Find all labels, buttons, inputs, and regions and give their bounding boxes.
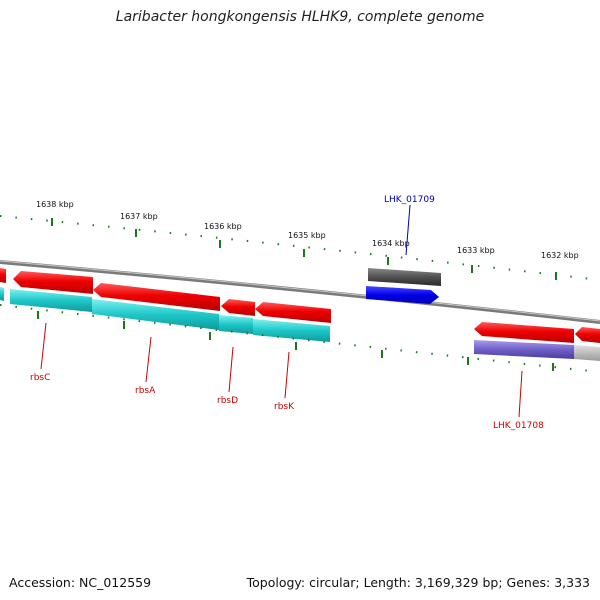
accession-text: Accession: NC_012559 [9, 575, 152, 590]
feature-purple[interactable] [474, 340, 574, 359]
major-ticks-inner [37, 311, 554, 371]
genome-backbone [0, 260, 600, 324]
gene-label-rbsA[interactable]: rbsA [135, 386, 156, 396]
gene-cds-LHK_01708[interactable] [474, 322, 574, 343]
gene-cds-left-edge[interactable] [0, 268, 6, 283]
gene-label-LHK_01709[interactable]: LHK_01709 [384, 195, 435, 205]
kbp-label: 1636 kbp [204, 222, 242, 231]
protein-feature-rbsA[interactable] [92, 299, 219, 330]
kbp-label: 1633 kbp [457, 246, 495, 255]
gene-cds-rbsK[interactable] [255, 302, 331, 323]
gene-cds-blue[interactable] [366, 286, 439, 304]
gene-cds-rbsA[interactable] [93, 283, 220, 311]
gene-cds-rbsC[interactable] [13, 271, 93, 294]
gene-label-rbsC[interactable]: rbsC [30, 373, 50, 383]
protein-feature-rbsD[interactable] [219, 315, 253, 334]
gene-label-rbsK[interactable]: rbsK [274, 402, 295, 412]
gene-label-rbsD[interactable]: rbsD [217, 396, 238, 406]
gene-leader-lines [40, 204, 523, 418]
map-title: Laribacter hongkongensis HLHK9, complete… [115, 9, 485, 25]
kbp-label: 1638 kbp [36, 200, 74, 209]
protein-feature-left-edge[interactable] [0, 287, 4, 301]
major-ticks-outer [51, 218, 557, 280]
kbp-label: 1637 kbp [120, 212, 158, 221]
kbp-labels: 1638 kbp 1637 kbp 1636 kbp 1635 kbp 1634… [36, 200, 579, 260]
gene-cds-right-edge[interactable] [575, 327, 600, 343]
feature-grey[interactable] [574, 345, 600, 361]
genome-summary: Topology: circular; Length: 3,169,329 bp… [246, 575, 590, 590]
gene-label-LHK_01708[interactable]: LHK_01708 [493, 421, 544, 431]
kbp-label: 1635 kbp [288, 231, 326, 240]
genome-backbone-highlight [0, 260, 600, 322]
gene-cds-LHK_01709[interactable] [368, 268, 441, 286]
gene-cds-rbsD[interactable] [221, 299, 255, 316]
kbp-label: 1632 kbp [541, 251, 579, 260]
kbp-label: 1634 kbp [372, 239, 410, 248]
protein-feature-rbsC[interactable] [10, 289, 92, 312]
protein-feature-rbsK[interactable] [253, 319, 330, 342]
